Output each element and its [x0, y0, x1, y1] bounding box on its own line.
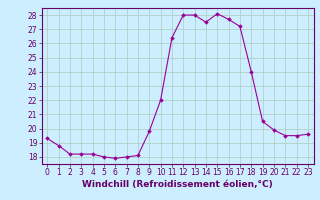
X-axis label: Windchill (Refroidissement éolien,°C): Windchill (Refroidissement éolien,°C) [82, 180, 273, 189]
